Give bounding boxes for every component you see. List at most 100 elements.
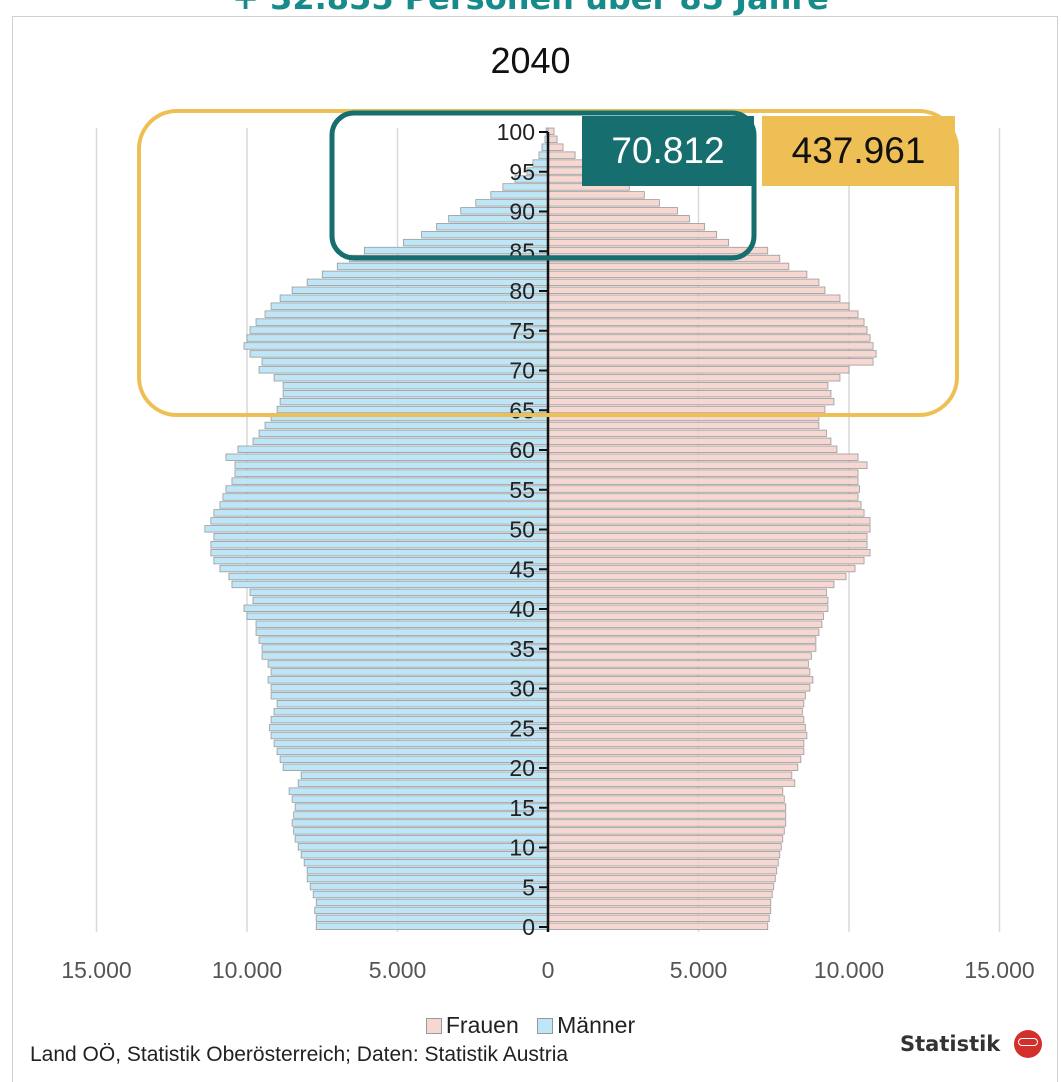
bar-women (547, 246, 769, 255)
bar-women (547, 326, 868, 334)
bar-women (547, 922, 769, 930)
bar-men (228, 572, 549, 581)
bar-men (210, 548, 549, 557)
bar-women (547, 684, 811, 692)
bar-women (547, 620, 823, 628)
bar-women (547, 270, 808, 279)
y-tick-label: 20 (509, 755, 535, 781)
bar-women (547, 914, 770, 923)
bar-men (204, 525, 549, 533)
x-tick-label: 10.000 (212, 957, 282, 983)
bar-women (547, 596, 829, 605)
bar-women (547, 739, 805, 748)
x-tick-label: 5.000 (369, 957, 427, 983)
bar-women (547, 342, 874, 350)
bar-men (270, 684, 549, 692)
bar-men (279, 755, 549, 764)
bar-women (547, 604, 829, 612)
bar-men (282, 382, 549, 390)
x-tick-label: 15.000 (964, 957, 1034, 983)
legend-item-women: Frauen (425, 1012, 519, 1039)
bar-women (547, 652, 812, 660)
bar-women (547, 890, 773, 899)
bar-men (312, 890, 549, 899)
bar-women (547, 405, 826, 414)
bar-men (279, 397, 549, 406)
bar-women (547, 827, 785, 835)
bar-men (276, 700, 549, 708)
bar-women (547, 286, 826, 294)
x-tick-label: 10.000 (814, 957, 884, 983)
bar-men (293, 827, 549, 835)
bar-women (547, 374, 841, 382)
bar-women (547, 882, 775, 891)
y-tick-label: 50 (509, 517, 535, 543)
legend-swatch-men (537, 1018, 554, 1034)
bar-women (547, 437, 832, 446)
bar-men (234, 469, 549, 477)
bar-women (547, 230, 717, 239)
bar-women (547, 572, 847, 581)
y-tick-label: 100 (497, 119, 535, 145)
legend-label-women: Frauen (445, 1012, 519, 1038)
bar-women (547, 318, 865, 326)
bar-men (309, 882, 549, 891)
bar-men (213, 556, 549, 565)
bar-men (321, 270, 549, 279)
legend-item-men: Männer (537, 1012, 635, 1039)
bar-men (532, 159, 549, 167)
bar-women (547, 668, 811, 676)
bar-men (421, 230, 549, 239)
bar-men (273, 374, 549, 382)
bar-women (547, 636, 817, 644)
y-tick-label: 0 (522, 914, 535, 940)
bar-men (270, 668, 549, 676)
bar-women (547, 548, 871, 557)
bar-women (547, 612, 824, 620)
bar-women (547, 477, 859, 485)
bar-men (234, 461, 549, 469)
chart-frame (12, 16, 1058, 1082)
y-tick-label: 75 (509, 318, 535, 344)
y-tick-label: 5 (522, 874, 535, 900)
bar-women (547, 707, 803, 716)
bar-women (547, 389, 832, 398)
bar-women (547, 199, 660, 207)
bar-men (273, 707, 549, 716)
bar-women (547, 358, 874, 366)
bar-men (270, 731, 549, 740)
y-tick-label: 45 (509, 556, 535, 582)
bar-women (547, 278, 820, 287)
bar-women (547, 453, 859, 461)
bar-men (252, 437, 549, 446)
bar-men (270, 715, 549, 724)
bar-men (273, 739, 549, 748)
bar-men (315, 922, 549, 930)
bar-women (547, 874, 776, 883)
bar-women (547, 541, 868, 549)
bar-men (288, 787, 549, 795)
bar-men (258, 366, 549, 374)
y-tick-label: 80 (509, 278, 535, 304)
bar-men (267, 660, 549, 668)
bar-women (547, 556, 865, 565)
bar-women (547, 835, 784, 843)
y-tick-label: 70 (509, 358, 535, 384)
bar-women (547, 334, 871, 342)
bar-women (547, 866, 778, 875)
legend: Frauen Männer (0, 1012, 1061, 1039)
bar-women (547, 350, 877, 358)
bar-women (547, 755, 802, 764)
bar-men (219, 564, 549, 573)
bar-men (249, 350, 549, 358)
bar-women (547, 779, 796, 787)
bar-men (231, 477, 549, 485)
bar-men (269, 723, 549, 732)
bar-women (547, 715, 805, 724)
y-tick-label: 95 (509, 159, 535, 185)
ober-oesterreich-logo-icon (1014, 1030, 1042, 1058)
bar-women (547, 700, 805, 708)
chart-title: 2040 (490, 40, 571, 81)
bar-men (255, 318, 549, 326)
